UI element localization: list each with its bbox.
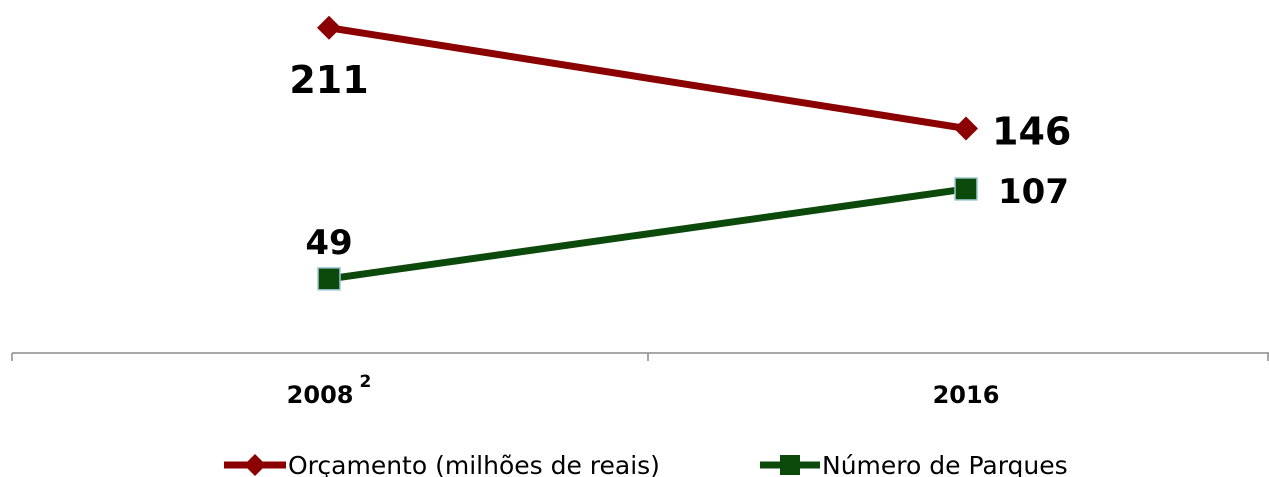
legend-item-1: Número de Parques bbox=[760, 451, 1068, 477]
data-label: 107 bbox=[998, 172, 1069, 212]
x-tick-label-2016: 2016 bbox=[933, 381, 1000, 409]
x-tick-superscript: 2 bbox=[359, 372, 371, 392]
legend-label: Orçamento (milhões de reais) bbox=[288, 451, 660, 477]
legend: Orçamento (milhões de reais) Número de Pa… bbox=[224, 451, 1068, 477]
data-point-square bbox=[954, 177, 978, 201]
data-point-diamond bbox=[954, 116, 978, 141]
x-axis bbox=[11, 352, 1269, 361]
data-label-layer: 211 146 49 107 bbox=[289, 58, 1071, 263]
legend-label: Número de Parques bbox=[822, 451, 1068, 477]
data-label: 211 bbox=[289, 58, 368, 102]
legend-diamond-icon bbox=[244, 454, 266, 476]
data-label: 49 bbox=[305, 223, 352, 263]
series-1 bbox=[317, 177, 978, 291]
series-layer bbox=[317, 15, 978, 291]
data-label: 146 bbox=[992, 110, 1071, 154]
x-tick-label-2008: 2008 2 bbox=[287, 372, 372, 409]
series-line-1 bbox=[325, 185, 970, 283]
x-tick-label-layer: 2008 2 2016 bbox=[287, 372, 1000, 409]
series-line-0 bbox=[325, 24, 970, 132]
data-point-diamond bbox=[317, 15, 341, 40]
legend-square-icon bbox=[780, 455, 800, 475]
data-point-square bbox=[317, 267, 341, 291]
legend-item-0: Orçamento (milhões de reais) bbox=[224, 451, 660, 477]
series-0 bbox=[317, 15, 978, 141]
